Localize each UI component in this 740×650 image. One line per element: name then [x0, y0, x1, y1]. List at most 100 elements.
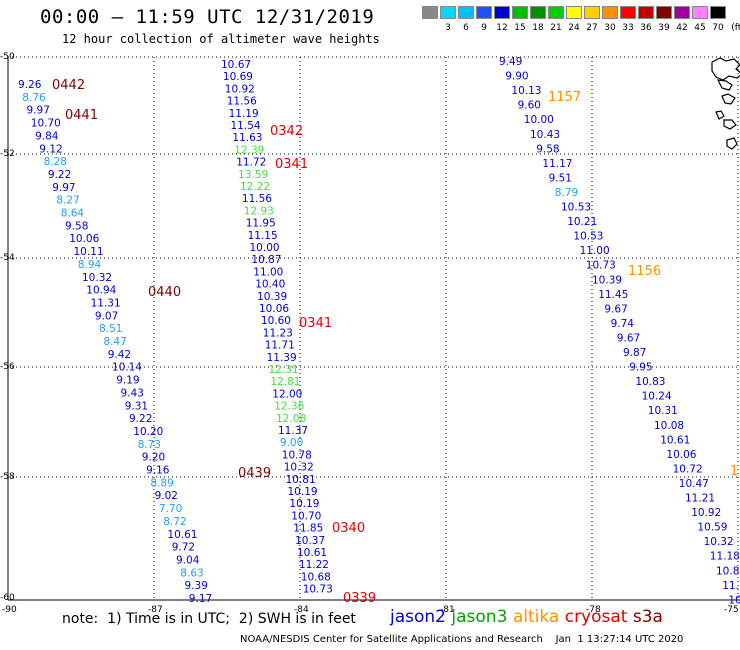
pass-time-label: 0442: [52, 78, 85, 93]
wave-height-value: 10.59: [697, 522, 727, 534]
wave-height-value: 10.32: [704, 536, 734, 548]
wave-height-value: 12.93: [244, 205, 274, 217]
pass-time-label: 0441: [65, 108, 98, 123]
legend-label: 6: [463, 23, 469, 33]
wave-height-value: 10.69: [223, 71, 253, 83]
wave-height-value: 9.87: [623, 347, 646, 359]
wave-height-value: 12.81: [270, 376, 300, 388]
wave-height-value: 7.70: [159, 503, 182, 515]
wave-height-value: 8.28: [44, 156, 67, 168]
wave-height-value: 8.79: [555, 187, 578, 199]
pass-time-labels: 0442 0441 0440 0439 0342 0341 0341 0340 0339 1157…: [52, 78, 740, 606]
page-subtitle: 12 hour collection of altimeter wave hei…: [62, 32, 380, 46]
wave-height-value: 12.00: [272, 388, 302, 400]
wave-height-value: 10.06: [666, 449, 696, 461]
wave-height-value: 10.88: [716, 565, 740, 577]
lon-tick-label: -87: [148, 605, 163, 615]
legend-swatch: [548, 6, 564, 19]
wave-height-value: 12.08: [276, 413, 306, 425]
wave-height-value: 8.94: [78, 259, 102, 271]
legend-swatch: [530, 6, 546, 19]
wave-height-value: 9.19: [116, 375, 139, 387]
legend-label: 21: [550, 23, 562, 33]
legend-label: 70: [712, 23, 724, 33]
page-title: 00:00 – 11:59 UTC 12/31/2019: [40, 6, 375, 28]
wave-height-value: 10.39: [257, 291, 287, 303]
wave-height-value: 9.58: [536, 143, 559, 155]
wave-height-value: 11.63: [232, 132, 262, 144]
legend-label: 9: [481, 23, 487, 33]
wave-height-value: 8.89: [150, 477, 173, 489]
wave-height-value: 9.67: [604, 303, 627, 315]
wave-height-value: 8.73: [138, 439, 161, 451]
wave-height-value: 10.70: [31, 118, 61, 130]
wave-height-value: 10.39: [592, 274, 622, 286]
legend-label: 15: [514, 23, 526, 33]
legend-label: 12: [496, 23, 508, 33]
wave-height-value: 11.85: [293, 523, 323, 535]
lat-tick-label: -50: [0, 52, 15, 62]
lat-tick-label: -52: [0, 149, 15, 159]
wave-height-value: 11.18: [710, 551, 740, 563]
wave-height-value: 9.97: [27, 105, 50, 117]
wave-height-value: 10.53: [561, 202, 591, 214]
units-note: note: 1) Time is in UTC; 2) SWH is in fe…: [62, 611, 356, 627]
pass-time-label: 1156: [628, 264, 661, 279]
pass-time-label: 0339: [343, 591, 376, 606]
legend-swatch: [584, 6, 600, 19]
wave-height-value: 10.60: [261, 315, 291, 327]
wave-height-value: 11.37: [278, 425, 308, 437]
wave-height-value: 10.68: [301, 571, 331, 583]
wave-height-value: 8.72: [163, 516, 186, 528]
wave-height-value: 10.47: [679, 478, 709, 490]
wave-height-value: 10.00: [524, 114, 554, 126]
satellite-name: s3a: [632, 607, 663, 627]
legend-label: 27: [586, 23, 598, 33]
satellite-name: altika: [512, 607, 565, 627]
wave-height-value: 10.73: [303, 584, 333, 596]
wave-height-value: 11.17: [542, 158, 572, 170]
pass-time-label: 11: [730, 464, 740, 479]
wave-height-value: 10.67: [221, 59, 251, 71]
wave-height-value: 9.07: [95, 310, 118, 322]
wave-height-value: 10.06: [259, 303, 289, 315]
lon-tick-label: -90: [2, 605, 17, 615]
lat-tick-label: -56: [0, 362, 15, 372]
wave-height-value: 10.78: [282, 449, 312, 461]
wave-height-value: 8.27: [56, 195, 79, 207]
legend-label: 24: [568, 23, 580, 33]
wave-height-value: 11.31: [91, 297, 121, 309]
wave-height-value: 12.22: [240, 181, 270, 193]
wave-height-value: 8.64: [61, 208, 85, 220]
wave-height-value: 11.45: [598, 289, 628, 301]
wave-height-value: 10.24: [642, 391, 672, 403]
wave-height-value: 11.39: [267, 352, 297, 364]
wave-height-value: 10.92: [691, 507, 721, 519]
wave-height-value: 10.94: [86, 285, 116, 297]
wave-height-value: 9.22: [48, 169, 71, 181]
legend-label: 3: [445, 23, 451, 33]
wave-height-value: 9.42: [108, 349, 131, 361]
legend-label: 36: [640, 23, 652, 33]
pass-time-label: 0340: [332, 521, 365, 536]
wave-height-value: 11.00: [580, 245, 610, 257]
lat-tick-label: -58: [0, 472, 15, 482]
wave-height-value: 8.51: [99, 323, 122, 335]
legend-swatch: [710, 6, 726, 19]
wave-height-tracks: 9.268.769.9710.709.849.128.289.229.978.2…: [18, 56, 740, 606]
wave-height-value: 10.06: [69, 233, 99, 245]
pass-time-label: 1157: [548, 90, 581, 105]
wave-height-value: 9.51: [549, 172, 572, 184]
legend-swatch: [620, 6, 636, 19]
wave-height-value: 10.31: [648, 405, 678, 417]
wave-height-value: 9.43: [121, 387, 144, 399]
wave-height-value: 9.26: [18, 79, 42, 91]
wave-height-value: 10.83: [635, 376, 665, 388]
wave-height-value: 10.81: [286, 474, 316, 486]
wave-height-value: 10.40: [255, 279, 285, 291]
wave-height-value: 12.39: [234, 144, 264, 156]
legend-swatch: [422, 6, 438, 19]
wave-height-value: 8.63: [180, 567, 203, 579]
legend-swatch: [638, 6, 654, 19]
pass-time-label: 0341: [299, 316, 332, 331]
